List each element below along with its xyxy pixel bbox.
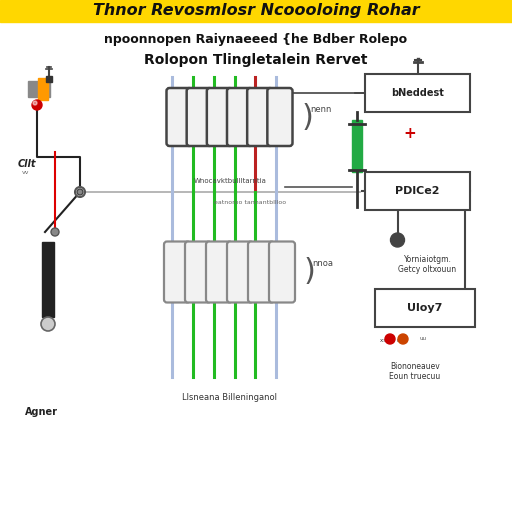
Bar	[365, 74, 470, 112]
Text: npoonnopen Raiynaeeed {he Bdber Rolepo: npoonnopen Raiynaeeed {he Bdber Rolepo	[104, 33, 408, 47]
FancyBboxPatch shape	[227, 88, 252, 146]
Text: nenn: nenn	[310, 104, 331, 114]
FancyBboxPatch shape	[207, 88, 232, 146]
Text: uu: uu	[420, 336, 427, 342]
Bar	[28, 81, 50, 97]
Text: Agner: Agner	[25, 407, 58, 417]
Bar	[375, 289, 475, 327]
FancyBboxPatch shape	[164, 242, 190, 303]
Text: Wnocavktbullltarntia: Wnocavktbullltarntia	[194, 178, 266, 184]
Bar	[365, 172, 470, 210]
Text: +: +	[403, 126, 416, 141]
Text: Uloy7: Uloy7	[408, 303, 443, 313]
FancyBboxPatch shape	[269, 242, 295, 303]
Circle shape	[75, 187, 85, 197]
Bar	[0, 0, 512, 22]
FancyBboxPatch shape	[227, 242, 253, 303]
Circle shape	[391, 233, 404, 247]
Bar	[42, 242, 54, 317]
Circle shape	[32, 100, 42, 110]
Text: Llsneana Billeninganol: Llsneana Billeninganol	[182, 393, 278, 401]
Circle shape	[51, 228, 59, 236]
Text: Yorniaiotgm.
Getcy oltxouun: Yorniaiotgm. Getcy oltxouun	[398, 255, 457, 274]
Circle shape	[385, 334, 395, 344]
Text: Biononeauev
Eoun truecuu: Biononeauev Eoun truecuu	[389, 362, 441, 381]
Bar	[46, 76, 52, 82]
FancyBboxPatch shape	[185, 242, 211, 303]
FancyBboxPatch shape	[206, 242, 232, 303]
FancyBboxPatch shape	[267, 88, 292, 146]
Bar	[352, 120, 362, 172]
FancyBboxPatch shape	[247, 88, 272, 146]
Bar	[38, 78, 48, 100]
Text: vv: vv	[22, 169, 30, 175]
FancyBboxPatch shape	[248, 242, 274, 303]
Text: Thnor Revosmlosr Ncoooloing Rohar: Thnor Revosmlosr Ncoooloing Rohar	[93, 4, 419, 18]
Text: xslre: uu: xslre: uu	[380, 338, 404, 344]
Text: nnoa: nnoa	[312, 260, 333, 268]
Text: Cllt: Cllt	[18, 159, 36, 169]
Text: bNeddest: bNeddest	[391, 88, 444, 98]
FancyBboxPatch shape	[187, 88, 212, 146]
Circle shape	[398, 334, 408, 344]
Text: PDlCe2: PDlCe2	[395, 186, 440, 196]
Circle shape	[33, 101, 37, 105]
FancyBboxPatch shape	[166, 88, 191, 146]
Circle shape	[77, 189, 83, 195]
Text: ): )	[304, 258, 316, 287]
Text: ): )	[302, 102, 314, 132]
Text: Rolopon Tlingletalein Rervet: Rolopon Tlingletalein Rervet	[144, 53, 368, 67]
Text: eatnoroo tannantbllloo: eatnoroo tannantbllloo	[214, 200, 286, 205]
Circle shape	[41, 317, 55, 331]
